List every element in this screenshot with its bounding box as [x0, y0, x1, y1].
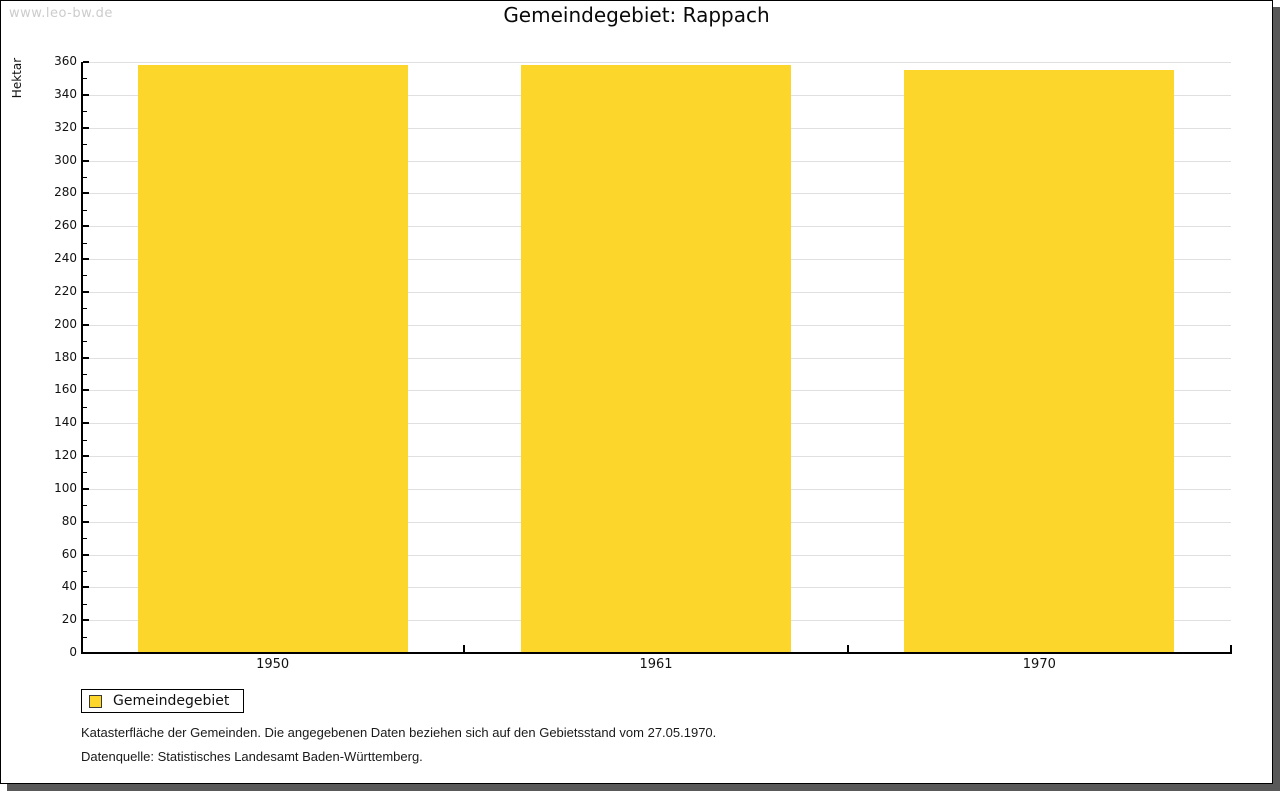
- x-tick-label: 1950: [256, 657, 290, 672]
- y-minor-tick: [83, 603, 87, 605]
- y-minor-tick: [83, 308, 87, 310]
- chart-title: Gemeindegebiet: Rappach: [503, 3, 770, 27]
- y-major-tick: [83, 389, 89, 392]
- y-major-tick: [83, 192, 89, 195]
- y-minor-tick: [83, 275, 87, 277]
- y-major-tick: [83, 323, 89, 326]
- y-major-tick: [83, 159, 89, 162]
- y-tick-label: 240: [54, 251, 77, 265]
- bar-1970: [904, 70, 1175, 653]
- footnote-source-status: Katasterfläche der Gemeinden. Die angege…: [81, 725, 717, 740]
- y-tick-label: 160: [54, 382, 77, 397]
- y-major-tick: [83, 290, 89, 293]
- y-major-tick: [83, 422, 89, 425]
- y-tick-label: 300: [54, 152, 77, 167]
- y-tick-label: 140: [54, 415, 77, 430]
- y-tick-label: 200: [54, 316, 77, 331]
- y-major-tick: [83, 126, 89, 129]
- y-tick-label: 220: [54, 283, 77, 298]
- watermark: www.leo-bw.de: [9, 6, 113, 21]
- x-axis-tick: [463, 645, 466, 653]
- y-minor-tick: [83, 636, 87, 638]
- y-minor-tick: [83, 209, 87, 211]
- y-tick-label: 60: [61, 546, 77, 561]
- y-tick-label: 100: [54, 480, 77, 495]
- y-tick-label: 20: [61, 612, 77, 627]
- y-minor-tick: [83, 373, 87, 375]
- y-major-tick: [83, 652, 89, 654]
- x-axis-tick: [1230, 645, 1232, 653]
- y-gridline: [83, 62, 1231, 63]
- y-major-tick: [83, 258, 89, 260]
- x-axis-line: [81, 652, 1232, 654]
- y-minor-tick: [83, 242, 87, 244]
- y-minor-tick: [83, 111, 87, 113]
- y-major-tick: [83, 61, 89, 63]
- y-major-tick: [83, 586, 89, 589]
- y-tick-label: 320: [54, 119, 77, 134]
- legend-label: Gemeindegebiet: [113, 693, 230, 709]
- footnote-data-source: Datenquelle: Statistisches Landesamt Bad…: [81, 749, 423, 764]
- legend: Gemeindegebiet: [81, 689, 245, 713]
- y-minor-tick: [83, 472, 87, 474]
- y-tick-label: 340: [54, 86, 77, 101]
- x-axis-tick: [846, 645, 849, 653]
- y-major-tick: [83, 455, 89, 457]
- y-major-tick: [83, 619, 89, 622]
- bar-1950: [137, 65, 408, 653]
- y-minor-tick: [83, 538, 87, 540]
- y-major-tick: [83, 487, 89, 490]
- bar-1961: [521, 65, 791, 653]
- y-minor-tick: [83, 176, 87, 178]
- y-tick-label: 260: [54, 218, 77, 233]
- y-tick-label: 40: [61, 579, 77, 594]
- x-tick-label: 1970: [1022, 657, 1056, 672]
- y-major-tick: [83, 225, 89, 228]
- y-minor-tick: [83, 505, 87, 507]
- y-major-tick: [83, 553, 89, 556]
- y-major-tick: [83, 93, 89, 96]
- y-minor-tick: [83, 570, 87, 572]
- y-tick-label: 120: [54, 448, 77, 462]
- y-minor-tick: [83, 144, 87, 146]
- y-minor-tick: [83, 341, 87, 343]
- y-tick-label: 360: [54, 54, 77, 68]
- y-tick-label: 180: [54, 349, 77, 364]
- y-major-tick: [83, 520, 89, 523]
- y-tick-label: 0: [69, 645, 77, 659]
- y-minor-tick: [83, 78, 87, 80]
- y-tick-label: 280: [54, 185, 77, 200]
- legend-swatch-icon: [89, 694, 102, 708]
- x-tick-label: 1961: [639, 657, 673, 672]
- y-tick-label: 80: [61, 513, 77, 528]
- y-major-tick: [83, 356, 89, 359]
- y-minor-tick: [83, 439, 87, 441]
- y-minor-tick: [83, 406, 87, 408]
- y-axis-line: [81, 62, 83, 654]
